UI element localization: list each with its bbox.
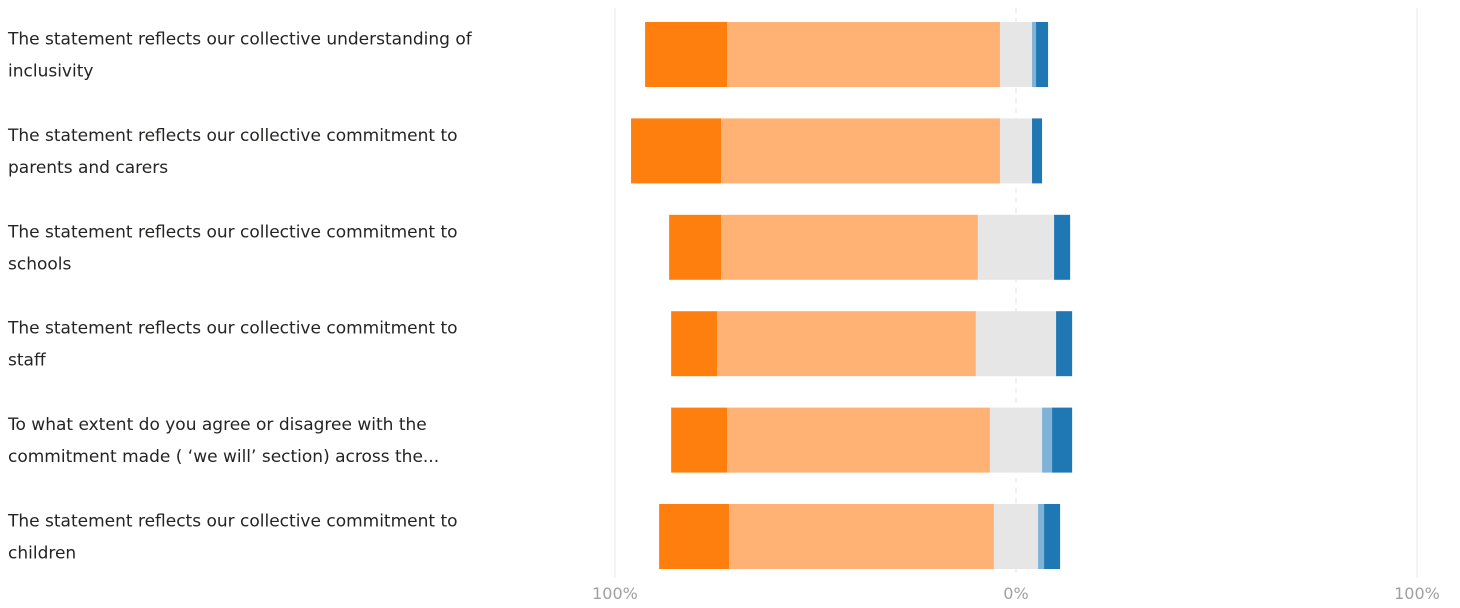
bar-segment-row3-series5 [1054,214,1071,280]
bar-segment-row2-series2 [721,118,1000,184]
bar-segment-row6-series5 [1044,504,1061,569]
bar-segment-row3-series2 [721,214,978,280]
bar-segment-row6-series2 [729,504,994,569]
category-label-3-line-1: The statement reflects our collective co… [7,222,458,242]
gridlines [614,8,1418,578]
bar-segment-row4-series1 [671,311,718,377]
bar-segment-row1-series3 [999,22,1033,87]
category-label-6-line-1: The statement reflects our collective co… [7,512,458,532]
bar-segment-row4-series2 [717,311,976,377]
bar-segment-row2-series5 [1032,118,1043,184]
category-label-2: The statement reflects our collective co… [7,126,458,178]
x-tick-label-2: 0% [1003,584,1028,603]
bar-segment-row6-series3 [993,504,1039,569]
x-tick-label-1: 100% [592,584,638,603]
x-axis-ticks: 100% 0% 100% [592,584,1440,603]
category-label-2-line-2: parents and carers [8,158,168,178]
bar-segment-row5-series1 [671,407,728,473]
bar-segment-row5-series5 [1052,407,1073,473]
category-label-6-line-2: children [8,544,76,564]
category-label-5: To what extent do you agree or disagree … [7,415,439,467]
category-label-5-line-2: commitment made ( ‘we will’ section) acr… [8,447,439,467]
bar-segment-row4-series5 [1056,311,1073,377]
bar-segment-row5-series4 [1042,407,1053,473]
category-label-3-line-2: schools [8,254,72,274]
bar-segment-row6-series4 [1038,504,1045,569]
bar-segment-row4-series3 [975,311,1057,377]
category-label-4-line-2: staff [8,351,47,371]
bar-segment-row2-series3 [999,118,1033,184]
bar-segment-row5-series3 [989,407,1043,473]
bar-segment-row2-series1 [631,118,722,184]
bar-segment-row1-series1 [645,22,728,87]
x-tick-label-3: 100% [1394,584,1440,603]
bar-segment-row1-series5 [1036,22,1049,87]
category-label-1-line-2: inclusivity [8,62,93,82]
category-labels: The statement reflects our collective un… [7,30,473,564]
category-label-4: The statement reflects our collective co… [7,319,458,371]
bars [631,22,1073,569]
bar-segment-row1-series4 [1032,22,1037,87]
bar-segment-row1-series2 [727,22,1000,87]
category-label-4-line-1: The statement reflects our collective co… [7,319,458,339]
bar-segment-row6-series1 [659,504,730,569]
category-label-2-line-1: The statement reflects our collective co… [7,126,458,146]
bar-segment-row3-series3 [977,214,1055,280]
category-label-1: The statement reflects our collective un… [7,30,473,82]
bar-segment-row3-series1 [669,214,722,280]
category-label-6: The statement reflects our collective co… [7,512,458,564]
category-label-5-line-1: To what extent do you agree or disagree … [7,415,427,435]
category-label-3: The statement reflects our collective co… [7,222,458,274]
bar-segment-row5-series2 [727,407,990,473]
category-label-1-line-1: The statement reflects our collective un… [7,30,473,50]
